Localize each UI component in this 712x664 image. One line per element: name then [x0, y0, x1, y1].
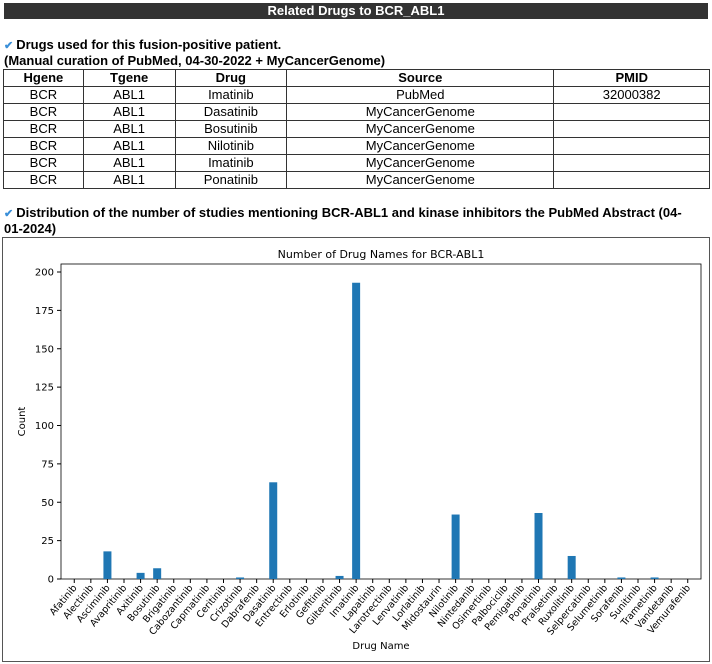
y-tick-label: 75: [41, 459, 54, 470]
table-cell-hgene: BCR: [3, 86, 84, 104]
y-tick-label: 25: [41, 536, 54, 547]
table-cell-pmid: [553, 171, 710, 189]
chart-title: Number of Drug Names for BCR-ABL1: [278, 248, 485, 261]
table-cell-source: MyCancerGenome: [286, 137, 555, 155]
page-header: Related Drugs to BCR_ABL1: [4, 3, 708, 19]
drugs-table: Hgene Tgene Drug Source PMID BCR ABL1 Imatinib…: [3, 69, 710, 189]
table-cell-drug: Imatinib: [174, 86, 288, 104]
bar-dasatinib: [269, 482, 278, 579]
table-cell-tgene: ABL1: [82, 171, 176, 189]
table-row: BCR ABL1 Nilotinib MyCancerGenome: [3, 137, 710, 155]
table-cell-drug: Ponatinib: [174, 171, 288, 189]
table-cell-tgene: ABL1: [82, 86, 176, 104]
bar-gilteritinib: [335, 575, 344, 579]
bar-bosutinib: [153, 568, 162, 579]
bar-axitinib: [136, 572, 145, 579]
table-cell-hgene: BCR: [3, 154, 84, 172]
table-cell-tgene: ABL1: [82, 103, 176, 121]
section-distribution-title: ✔ Distribution of the number of studies m…: [4, 205, 682, 222]
column-header-tgene: Tgene: [82, 69, 176, 87]
bar-ruxolitinib: [567, 555, 576, 579]
column-header-pmid: PMID: [553, 69, 710, 87]
table-header-row: Hgene Tgene Drug Source PMID: [3, 69, 710, 87]
x-axis-label: Drug Name: [352, 641, 409, 652]
table-cell-tgene: ABL1: [82, 154, 176, 172]
table-cell-pmid: [553, 120, 710, 138]
table-cell-pmid: [553, 137, 710, 155]
y-tick-label: 150: [35, 344, 54, 355]
table-row: BCR ABL1 Imatinib MyCancerGenome: [3, 154, 710, 172]
table-cell-drug: Bosutinib: [174, 120, 288, 138]
table-row: BCR ABL1 Bosutinib MyCancerGenome: [3, 120, 710, 138]
table-cell-drug: Nilotinib: [174, 137, 288, 155]
table-cell-tgene: ABL1: [82, 137, 176, 155]
bar-crizotinib: [236, 577, 245, 579]
y-tick-label: 200: [35, 268, 54, 279]
table-cell-hgene: BCR: [3, 103, 84, 121]
check-icon: ✔: [4, 208, 14, 220]
section-drugs-subtitle: (Manual curation of PubMed, 04-30-2022 +…: [4, 53, 386, 68]
y-tick-label: 0: [48, 575, 54, 586]
table-cell-source: MyCancerGenome: [286, 154, 555, 172]
section-distribution-line2: 01-2024): [4, 221, 57, 236]
bar-trametinib: [650, 577, 659, 579]
y-tick-label: 50: [41, 498, 54, 509]
table-row: BCR ABL1 Imatinib PubMed 32000382: [3, 86, 710, 104]
table-cell-hgene: BCR: [3, 171, 84, 189]
table-row: BCR ABL1 Ponatinib MyCancerGenome: [3, 171, 710, 189]
table-cell-hgene: BCR: [3, 120, 84, 138]
bar-imatinib: [352, 282, 361, 579]
bar-asciminib: [103, 551, 112, 579]
table-cell-drug: Imatinib: [174, 154, 288, 172]
section-drugs-line1: Drugs used for this fusion-positive pati…: [16, 37, 282, 52]
table-cell-pmid: [553, 103, 710, 121]
table-cell-hgene: BCR: [3, 137, 84, 155]
bar-nilotinib: [451, 514, 460, 579]
y-tick-label: 100: [35, 421, 54, 432]
y-tick-label: 125: [35, 383, 54, 394]
table-cell-drug: Dasatinib: [174, 103, 288, 121]
section-drugs-title: ✔ Drugs used for this fusion-positive pat…: [4, 37, 281, 54]
chart-container: Number of Drug Names for BCR-ABL1 0 25 50 75…: [2, 237, 710, 662]
table-row: BCR ABL1 Dasatinib MyCancerGenome: [3, 103, 710, 121]
check-icon: ✔: [4, 40, 14, 52]
table-cell-pmid: [553, 154, 710, 172]
bar-sorafenib: [617, 577, 626, 579]
section-distribution-line1: Distribution of the number of studies me…: [16, 205, 682, 220]
bar-chart: Number of Drug Names for BCR-ABL1 0 25 50 75…: [17, 248, 702, 652]
column-header-drug: Drug: [174, 69, 288, 87]
table-cell-source: MyCancerGenome: [286, 120, 555, 138]
table-cell-tgene: ABL1: [82, 120, 176, 138]
table-cell-source: MyCancerGenome: [286, 171, 555, 189]
table-cell-source: MyCancerGenome: [286, 103, 555, 121]
column-header-hgene: Hgene: [3, 69, 84, 87]
plot-area: [60, 263, 702, 580]
column-header-source: Source: [286, 69, 555, 87]
table-cell-pmid: 32000382: [553, 86, 710, 104]
bar-ponatinib: [534, 512, 543, 579]
y-tick-label: 175: [35, 306, 54, 317]
table-cell-source: PubMed: [286, 86, 555, 104]
y-axis-label: Count: [17, 407, 28, 437]
